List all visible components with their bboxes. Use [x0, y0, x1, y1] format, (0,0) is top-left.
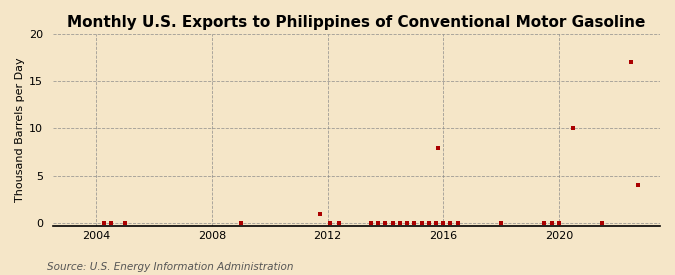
Point: [431, 220, 441, 225]
Point: [373, 220, 383, 225]
Point: [402, 220, 412, 225]
Point: [452, 220, 463, 225]
Point: [236, 220, 246, 225]
Point: [626, 60, 637, 65]
Point: [105, 220, 116, 225]
Text: Source: U.S. Energy Information Administration: Source: U.S. Energy Information Administ…: [47, 262, 294, 272]
Point: [380, 220, 391, 225]
Point: [597, 220, 608, 225]
Point: [568, 126, 578, 131]
Title: Monthly U.S. Exports to Philippines of Conventional Motor Gasoline: Monthly U.S. Exports to Philippines of C…: [68, 15, 646, 30]
Point: [445, 220, 456, 225]
Point: [315, 211, 326, 216]
Point: [366, 220, 377, 225]
Point: [394, 220, 405, 225]
Point: [433, 146, 443, 150]
Point: [495, 220, 506, 225]
Point: [554, 220, 564, 225]
Point: [633, 183, 644, 188]
Point: [333, 220, 344, 225]
Point: [409, 220, 420, 225]
Point: [423, 220, 434, 225]
Point: [546, 220, 557, 225]
Point: [325, 220, 336, 225]
Point: [98, 220, 109, 225]
Point: [539, 220, 549, 225]
Point: [438, 220, 449, 225]
Point: [387, 220, 398, 225]
Point: [120, 220, 131, 225]
Y-axis label: Thousand Barrels per Day: Thousand Barrels per Day: [15, 57, 25, 202]
Point: [416, 220, 427, 225]
